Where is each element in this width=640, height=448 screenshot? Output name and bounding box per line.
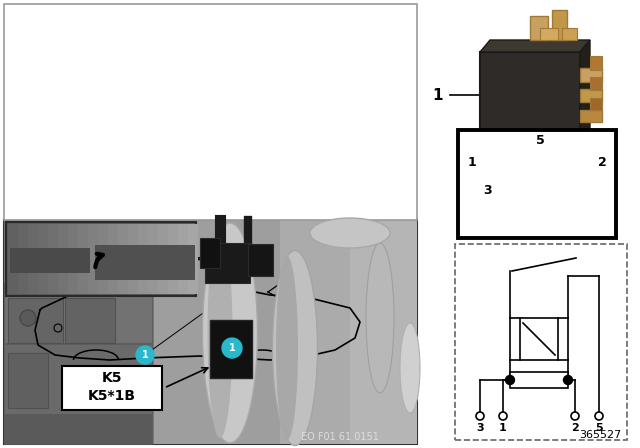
Text: 365527: 365527	[579, 430, 621, 440]
Text: 1: 1	[433, 87, 443, 103]
Bar	[188, 224, 198, 294]
Ellipse shape	[202, 223, 257, 443]
Polygon shape	[480, 40, 590, 52]
Bar	[8, 298, 63, 343]
Bar	[108, 224, 118, 294]
Bar	[210, 320, 252, 378]
Bar	[158, 224, 168, 294]
Bar	[4, 344, 152, 444]
Bar	[118, 224, 128, 294]
Circle shape	[476, 412, 484, 420]
Ellipse shape	[273, 250, 317, 445]
Bar	[248, 244, 273, 276]
Text: 1: 1	[499, 423, 507, 433]
Bar	[8, 224, 18, 294]
Ellipse shape	[276, 255, 298, 440]
Bar	[28, 224, 38, 294]
Bar	[580, 68, 602, 82]
Circle shape	[20, 310, 36, 326]
Circle shape	[506, 375, 515, 384]
Bar	[138, 224, 148, 294]
Bar	[6, 222, 196, 296]
Bar	[48, 224, 58, 294]
Bar	[590, 56, 602, 70]
Ellipse shape	[207, 228, 232, 438]
Ellipse shape	[400, 323, 420, 413]
Bar	[65, 298, 115, 343]
Bar	[455, 244, 627, 440]
Bar	[4, 414, 152, 444]
Bar	[552, 10, 567, 40]
Text: 3: 3	[484, 184, 492, 197]
Text: K5: K5	[102, 371, 122, 385]
Bar	[200, 238, 220, 268]
Bar	[580, 89, 602, 102]
Text: 1: 1	[468, 155, 476, 168]
Ellipse shape	[310, 218, 390, 248]
Bar	[590, 77, 602, 90]
Bar	[8, 353, 48, 408]
Bar	[4, 283, 152, 343]
Text: EO F01 61 0151: EO F01 61 0151	[301, 432, 379, 442]
Text: 1: 1	[141, 350, 148, 360]
Bar	[4, 220, 417, 444]
Bar	[88, 224, 98, 294]
Circle shape	[595, 412, 603, 420]
Bar	[540, 28, 558, 40]
Bar	[75, 243, 145, 293]
Text: K5*1B: K5*1B	[88, 389, 136, 403]
Bar	[458, 130, 616, 238]
Bar	[18, 224, 28, 294]
Bar	[350, 220, 417, 444]
Bar	[148, 224, 158, 294]
Bar	[280, 220, 417, 444]
Bar	[178, 224, 188, 294]
Bar	[4, 4, 417, 220]
Bar	[150, 220, 417, 444]
Circle shape	[563, 375, 573, 384]
Bar	[62, 366, 162, 410]
Bar	[10, 248, 90, 273]
Bar	[128, 224, 138, 294]
Text: 1: 1	[228, 343, 236, 353]
Bar	[38, 224, 48, 294]
Bar	[4, 220, 154, 444]
Bar	[510, 372, 568, 388]
Circle shape	[571, 412, 579, 420]
Polygon shape	[580, 40, 590, 140]
Bar	[590, 98, 602, 110]
Bar	[95, 245, 195, 280]
Text: 2: 2	[571, 423, 579, 433]
Bar	[8, 243, 68, 293]
Text: 5: 5	[595, 423, 603, 433]
Text: 2: 2	[598, 155, 606, 168]
Ellipse shape	[366, 243, 394, 393]
Circle shape	[222, 338, 242, 358]
Bar	[530, 16, 548, 40]
Text: 5: 5	[536, 134, 545, 146]
Bar	[580, 110, 602, 122]
Bar	[168, 224, 178, 294]
Bar	[78, 224, 88, 294]
Text: 3: 3	[476, 423, 484, 433]
Bar	[520, 318, 558, 360]
Bar	[98, 224, 108, 294]
Bar	[205, 243, 250, 283]
Bar	[562, 28, 577, 40]
Bar	[58, 224, 68, 294]
Bar	[480, 52, 580, 140]
Circle shape	[499, 412, 507, 420]
Circle shape	[136, 346, 154, 364]
Circle shape	[45, 273, 65, 293]
Bar	[68, 224, 78, 294]
